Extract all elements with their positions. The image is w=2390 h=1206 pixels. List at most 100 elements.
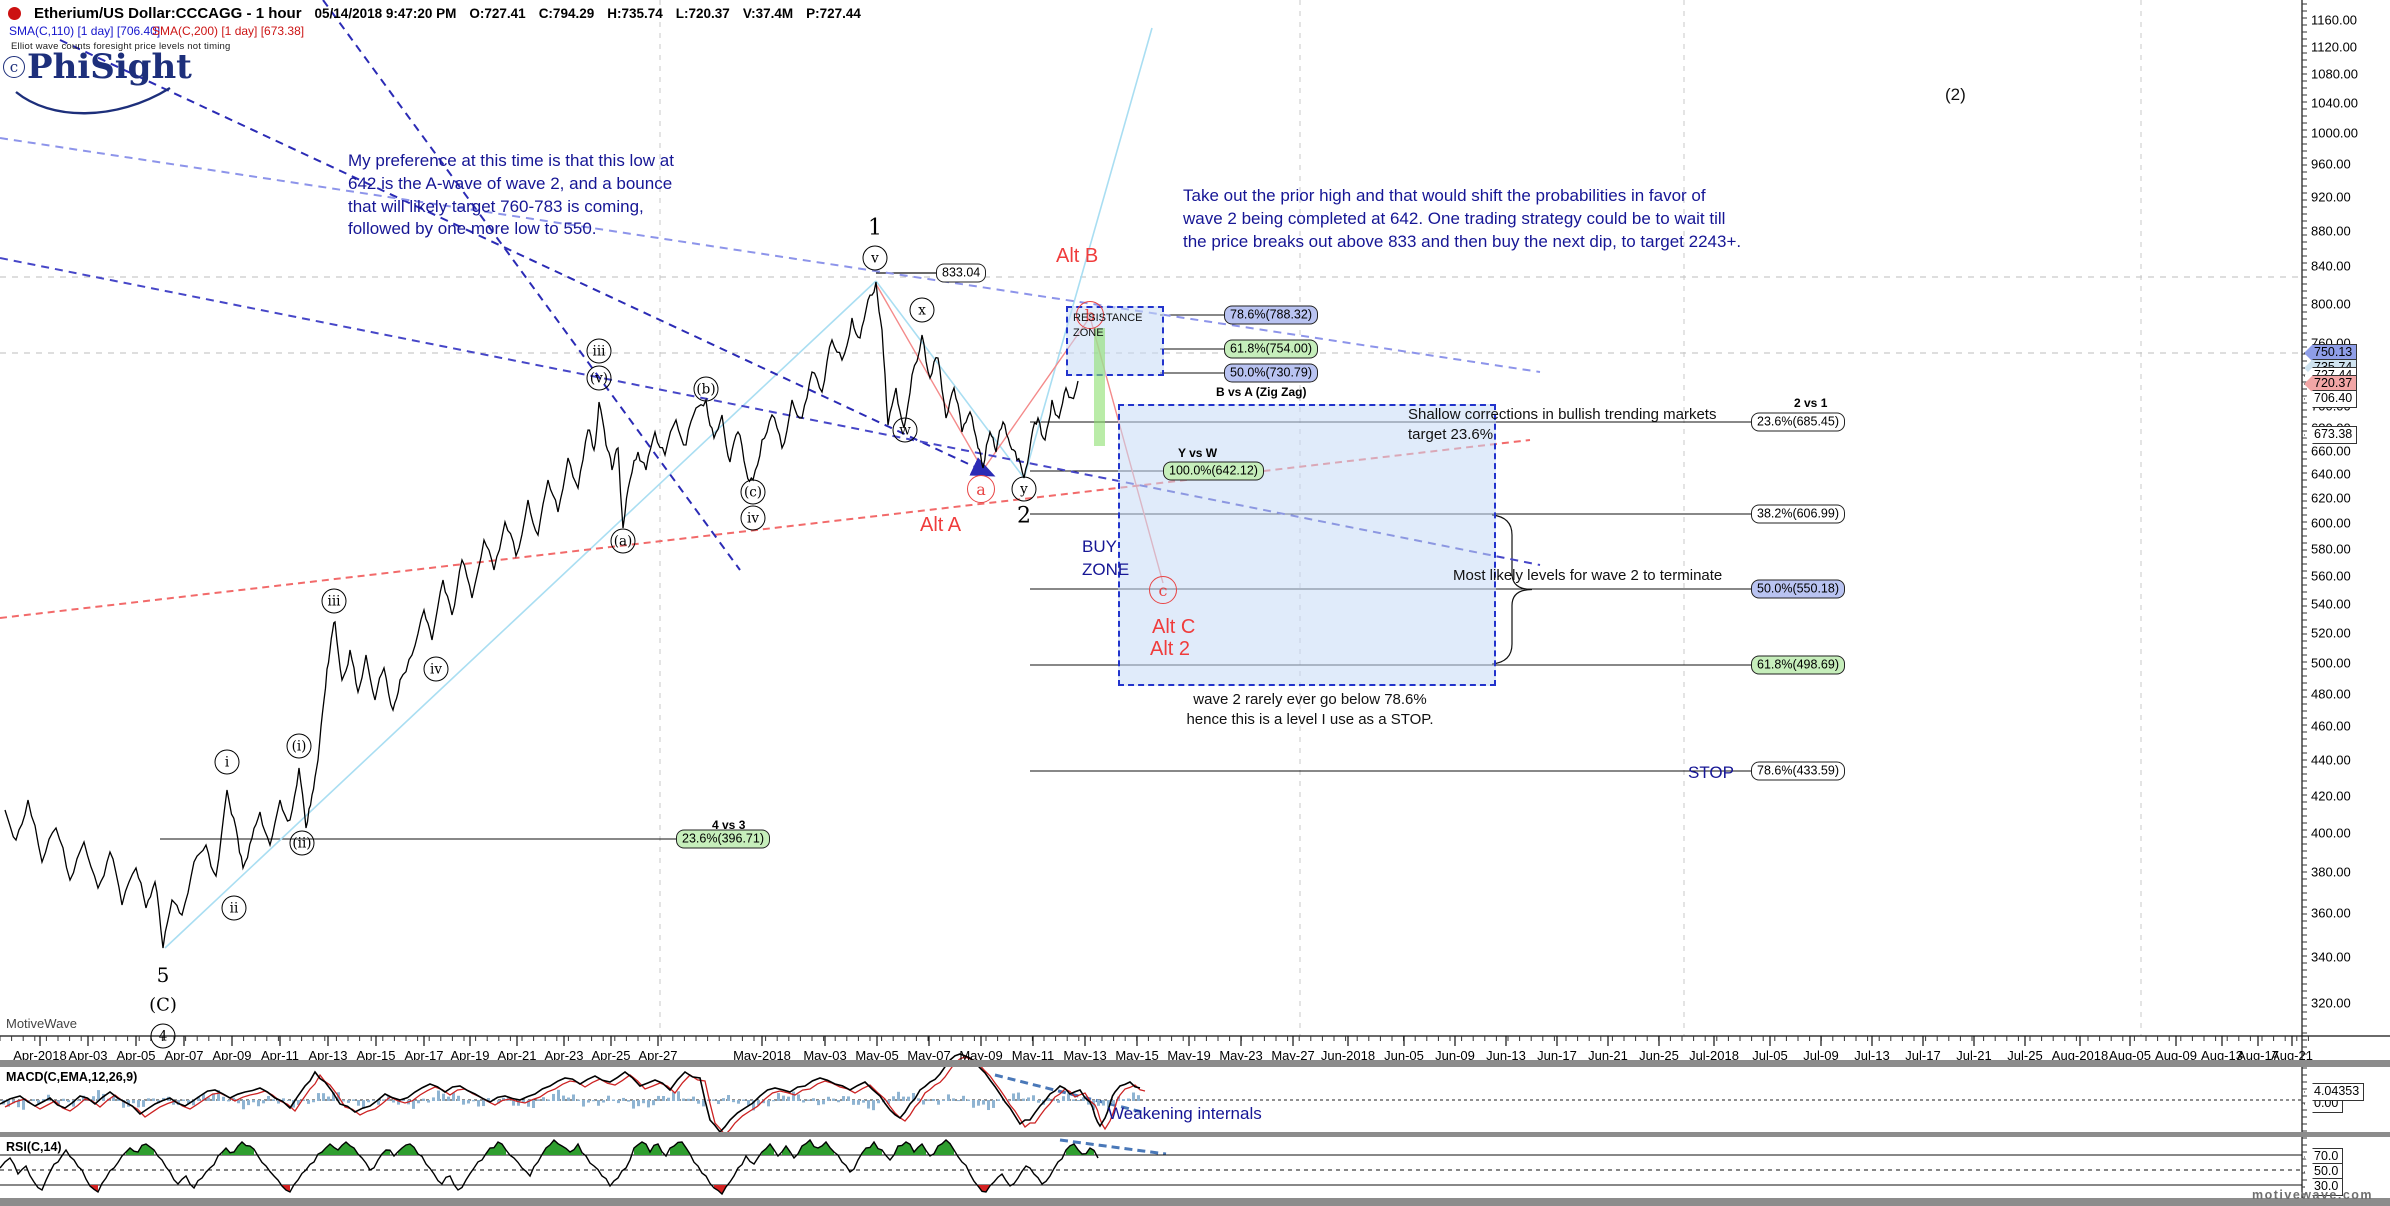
fib-b-vs-a-label[interactable]: 61.8%(754.00) — [1224, 339, 1319, 359]
terminate-note[interactable]: Most likely levels for wave 2 to termina… — [1453, 567, 1723, 584]
macd-histogram-bar — [782, 1095, 785, 1101]
rsi-trendline[interactable] — [1059, 1138, 1167, 1156]
macd-histogram-bar — [92, 1096, 95, 1101]
sma-red-dashed-line[interactable] — [0, 439, 1531, 619]
weakening-internals-note[interactable]: Weakening internals — [1108, 1104, 1262, 1123]
macd-histogram-bar — [187, 1100, 190, 1104]
alt-c-label[interactable]: Alt C — [1152, 616, 1196, 638]
wave-label-i[interactable]: i — [214, 749, 240, 775]
panel-divider-rsi[interactable] — [0, 1132, 2390, 1137]
macd-histogram-bar — [1007, 1100, 1010, 1102]
breakout-cyan-line[interactable] — [1023, 27, 1153, 479]
panel-divider-macd[interactable] — [0, 1060, 2390, 1067]
wave-label-b[interactable]: b — [1076, 301, 1104, 329]
rsi-line[interactable] — [0, 1138, 1099, 1196]
buy-zone[interactable] — [1118, 404, 1496, 686]
price-axis-label: 380.00 — [2311, 864, 2351, 880]
macd-histogram-bar — [457, 1095, 460, 1101]
wave-label-4[interactable]: 4 — [150, 1023, 176, 1049]
macd-histogram-bar — [267, 1095, 270, 1101]
time-axis-label: May-11 — [1011, 1048, 1055, 1063]
sma200-label[interactable]: SMA(C,200) [1 day] [673.38] — [152, 24, 305, 38]
macd-histogram-bar — [992, 1100, 995, 1108]
macd-histogram-bar — [117, 1098, 120, 1101]
wave-label-iv[interactable]: iv — [740, 505, 766, 531]
fib-2-vs-1-label[interactable]: 61.8%(498.69) — [1751, 655, 1846, 675]
prior-high-label[interactable]: 833.04 — [936, 263, 987, 283]
macd-histogram-bar — [672, 1091, 675, 1101]
wave-label-5[interactable]: 5 — [156, 963, 170, 987]
macd-histogram-bar — [1122, 1099, 1125, 1101]
buy-zone-label[interactable]: BUY ZONE — [1082, 537, 1130, 579]
fib-y-vs-w-label[interactable]: 100.0%(642.12) — [1163, 461, 1264, 481]
macd-histogram-bar — [612, 1099, 615, 1101]
breakout-note[interactable]: Take out the prior high and that would s… — [1183, 186, 1742, 251]
wave-label-v[interactable]: (v) — [586, 365, 612, 391]
price-series[interactable] — [4, 281, 1079, 949]
indicator-panels[interactable] — [0, 1053, 2302, 1196]
alt-b-label[interactable]: Alt B — [1056, 245, 1099, 267]
wave-2-degree-label[interactable]: (2) — [1945, 85, 1966, 104]
wave-label-i[interactable]: (i) — [286, 733, 312, 759]
wave-label-c[interactable]: c — [1149, 576, 1177, 604]
resistance-zone-label[interactable]: RESISTANCE ZONE — [1073, 312, 1143, 339]
navy-arrow-line[interactable] — [59, 39, 996, 477]
rsi-level-tag: 70.0 — [2304, 1148, 2344, 1166]
wave-label-x[interactable]: x — [909, 297, 935, 323]
sma110-label[interactable]: SMA(C,110) [1 day] [706.40] — [9, 24, 161, 38]
wave-label-iv[interactable]: iv — [423, 656, 449, 682]
preference-note[interactable]: My preference at this time is that this … — [348, 151, 674, 239]
macd-line[interactable] — [0, 1053, 1141, 1134]
macd-histogram-bar — [62, 1098, 65, 1101]
wave-label-b[interactable]: (b) — [693, 376, 719, 402]
instrument-status-icon — [8, 7, 21, 20]
navy-steep-line[interactable] — [322, 0, 741, 571]
wave-label-w[interactable]: w — [892, 417, 918, 443]
macd-study-label[interactable]: MACD(C,EMA,12,26,9) — [6, 1070, 138, 1084]
fib-2-vs-1-label[interactable]: 78.6%(433.59) — [1751, 761, 1846, 781]
wave-label-2[interactable]: 2 — [1017, 503, 1031, 529]
wave-label-iii[interactable]: iii — [321, 588, 347, 614]
wave-label-y[interactable]: y — [1011, 476, 1037, 502]
rsi-study-label[interactable]: RSI(C,14) — [6, 1140, 62, 1154]
rsi-overbought-fill — [762, 1144, 774, 1155]
wave-label-v[interactable]: v — [862, 245, 888, 271]
periwinkle-line[interactable] — [0, 137, 1541, 373]
macd-histogram-bar — [477, 1100, 480, 1107]
macd-signal-line[interactable] — [4, 1056, 1146, 1137]
time-axis-label: Jun-13 — [1486, 1048, 1526, 1063]
uptrend-cyan-line[interactable] — [164, 280, 877, 949]
fib-2-vs-1-label[interactable]: 23.6%(685.45) — [1751, 412, 1846, 432]
fib-2-vs-1-label[interactable]: 38.2%(606.99) — [1751, 504, 1846, 524]
wave-label-C[interactable]: (C) — [149, 994, 177, 1016]
wave-label-a[interactable]: (a) — [610, 528, 636, 554]
wave-label-ii[interactable]: ii — [221, 895, 247, 921]
phisight-logo: c PhiSight — [3, 50, 192, 84]
shallow-note[interactable]: Shallow corrections in bullish trending … — [1408, 406, 1717, 444]
fib-b-vs-a-label[interactable]: 50.0%(730.79) — [1224, 363, 1319, 383]
decline-cyan-line[interactable] — [875, 280, 1025, 479]
fib-b-vs-a-label[interactable]: 78.6%(788.32) — [1224, 305, 1319, 325]
instrument-title[interactable]: Etherium/US Dollar:CCCAGG - 1 hour — [34, 5, 302, 22]
stop-label[interactable]: STOP — [1688, 763, 1734, 782]
terminate-brace — [1491, 514, 1533, 665]
alt-2-label[interactable]: Alt 2 — [1150, 638, 1191, 660]
price-line[interactable] — [4, 281, 1079, 949]
wave-label-a[interactable]: a — [967, 475, 995, 503]
green-highlight-bar[interactable] — [1094, 328, 1105, 446]
fib-2-vs-1-label[interactable]: 50.0%(550.18) — [1751, 579, 1846, 599]
stop-reason-note[interactable]: wave 2 rarely ever go below 78.6% hence … — [1186, 691, 1434, 729]
wave-label-ii[interactable]: (ii) — [289, 830, 315, 856]
trendlines[interactable] — [0, 0, 1541, 1156]
fib-4vs3-label[interactable]: 23.6%(396.71) — [676, 829, 771, 849]
fib-level-lines[interactable] — [160, 272, 1751, 840]
macd-histogram-bar — [607, 1095, 610, 1101]
wave-label-iii[interactable]: iii — [586, 338, 612, 364]
macd-histogram-bar — [537, 1099, 540, 1101]
macd-histogram-bar — [852, 1100, 855, 1105]
wave-label-c[interactable]: (c) — [740, 479, 766, 505]
wave-label-1[interactable]: 1 — [868, 215, 882, 241]
alt-a-label[interactable]: Alt A — [920, 514, 962, 536]
bar-open: O:727.41 — [469, 6, 526, 21]
